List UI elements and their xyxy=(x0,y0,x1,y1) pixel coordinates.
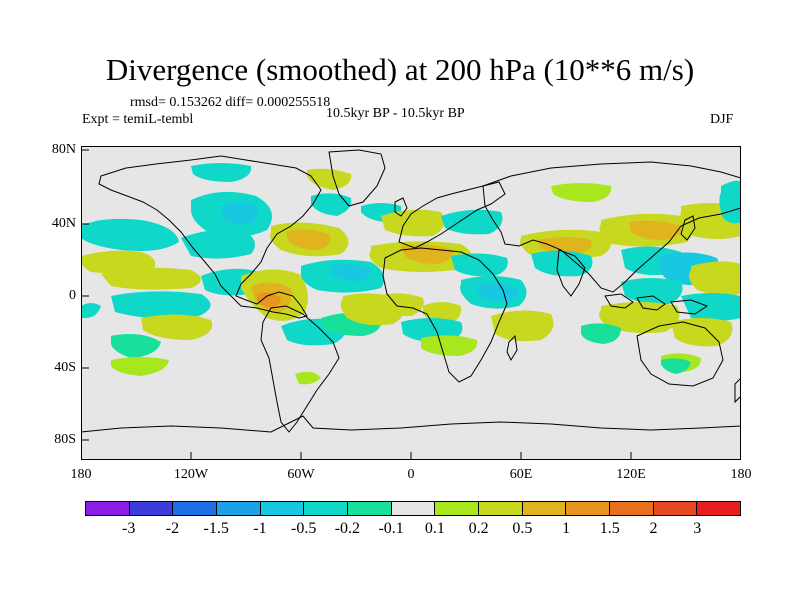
x-label-120w: 120W xyxy=(173,467,209,482)
colorbar-swatch xyxy=(610,502,654,515)
coast-indonesia xyxy=(604,293,709,315)
colorbar-swatch xyxy=(435,502,480,515)
x-label-180w: 180 xyxy=(70,467,92,482)
anomaly-region xyxy=(671,318,733,347)
coast-india xyxy=(556,249,586,297)
y-label-0: 0 xyxy=(69,288,76,303)
x-label-60w: 60W xyxy=(287,467,315,482)
colorbar-swatch xyxy=(129,502,174,515)
colorbar-swatch xyxy=(566,502,611,515)
anomaly-region xyxy=(111,334,161,358)
plot-title: Divergence (smoothed) at 200 hPa (10**6 … xyxy=(105,52,695,87)
anomaly-region xyxy=(81,303,101,318)
anomaly-region xyxy=(257,292,281,308)
colorbar-label: -0.2 xyxy=(334,520,361,537)
x-label-120e: 120E xyxy=(616,467,646,482)
anomaly-region xyxy=(551,183,612,202)
anomaly-region xyxy=(311,193,352,216)
anomaly-region xyxy=(491,310,554,342)
anomaly-region xyxy=(286,229,331,250)
colorbar-swatch xyxy=(653,502,698,515)
anomaly-region xyxy=(441,209,503,235)
anomaly-region xyxy=(221,202,258,225)
stats-label: rmsd= 0.153262 diff= 0.000255518 xyxy=(130,95,331,110)
anomaly-region xyxy=(141,314,213,340)
y-label-40s: 40S xyxy=(54,360,76,375)
colorbar-swatch xyxy=(522,502,567,515)
anomaly-region xyxy=(531,250,593,277)
coast-uk xyxy=(394,197,408,217)
anomaly-region xyxy=(599,302,680,334)
colorbar-swatch xyxy=(304,502,349,515)
colorbar-label: 3 xyxy=(693,520,702,537)
colorbar-label: -1.5 xyxy=(203,520,229,537)
anomaly-region xyxy=(581,323,621,344)
anomaly-region xyxy=(295,371,321,385)
anomaly-region xyxy=(719,180,741,224)
experiment-label: Expt = temiL-tembl xyxy=(82,112,194,127)
colorbar-label: -1 xyxy=(253,520,267,537)
x-label-60e: 60E xyxy=(509,467,533,482)
divergence-map xyxy=(81,146,741,460)
anomaly-region xyxy=(307,168,352,190)
colorbar-label: -0.1 xyxy=(378,520,404,537)
coast-new-zealand xyxy=(734,377,741,404)
colorbar-label: 1 xyxy=(562,520,571,537)
coast-north-america xyxy=(98,155,322,319)
colorbar-label: -0.5 xyxy=(290,520,317,537)
anomaly-region xyxy=(191,163,252,182)
coast-australia xyxy=(636,321,724,387)
colorbar-swatch xyxy=(173,502,218,515)
anomaly-region xyxy=(681,293,741,321)
colorbar-label: 0.5 xyxy=(512,520,533,537)
colorbar-label: 0.1 xyxy=(424,520,445,537)
anomaly-region xyxy=(689,261,741,296)
anomaly-region xyxy=(377,293,424,316)
anomaly-region xyxy=(101,267,201,290)
x-label-180e: 180 xyxy=(730,467,752,482)
anomaly-region xyxy=(537,237,592,254)
anomaly-region xyxy=(451,253,508,277)
coast-greenland xyxy=(328,149,386,207)
colorbar-label: 2 xyxy=(649,520,658,537)
coast-madagascar xyxy=(506,334,518,362)
coast-europe xyxy=(398,181,506,249)
colorbar-swatch xyxy=(217,502,261,515)
anomaly-region xyxy=(381,209,445,237)
anomaly-region xyxy=(661,358,691,374)
anomaly-region xyxy=(111,357,169,376)
anomaly-region xyxy=(629,220,682,240)
colorbar-label: 0.2 xyxy=(468,520,489,537)
colorbar-swatch xyxy=(479,502,523,515)
anomaly-region xyxy=(477,283,518,302)
colorbar xyxy=(85,501,741,516)
coast-africa xyxy=(382,247,508,383)
coast-asia xyxy=(482,161,741,293)
anomaly-region xyxy=(81,250,156,274)
anomaly-region xyxy=(81,218,179,251)
season-label: DJF xyxy=(710,112,734,127)
colorbar-swatch xyxy=(260,502,305,515)
y-label-80s: 80S xyxy=(54,432,76,447)
x-label-0: 0 xyxy=(407,467,415,482)
y-label-40n: 40N xyxy=(51,216,76,231)
colorbar-swatch xyxy=(348,502,392,515)
coast-antarctica xyxy=(81,415,741,433)
colorbar-label: 1.5 xyxy=(599,520,620,537)
anomaly-region xyxy=(421,335,478,356)
anomaly-region xyxy=(331,264,372,282)
colorbar-swatch xyxy=(86,502,130,515)
colorbar-swatch xyxy=(391,502,436,515)
y-label-80n: 80N xyxy=(51,142,76,157)
colorbar-label: -2 xyxy=(165,520,180,537)
coast-japan xyxy=(680,215,696,241)
colorbar-swatch xyxy=(697,502,741,515)
anomaly-region xyxy=(111,291,211,319)
colorbar-label: -3 xyxy=(122,520,136,537)
coast-south-america xyxy=(260,305,340,433)
period-label: 10.5kyr BP - 10.5kyr BP xyxy=(326,106,465,121)
